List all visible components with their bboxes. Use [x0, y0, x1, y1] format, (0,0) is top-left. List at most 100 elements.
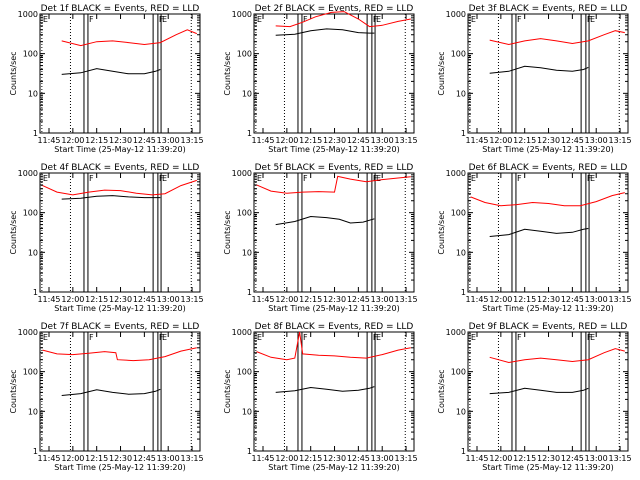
- x-tick-label: 11:45: [251, 136, 274, 145]
- x-axis-label: Start Time (25-May-12 11:39:20): [268, 463, 399, 472]
- plot-frame: [467, 331, 629, 452]
- x-tick-label: 12:15: [513, 136, 536, 145]
- y-axis-label: Counts/sec: [223, 369, 232, 413]
- y-tick-label: 100: [451, 50, 466, 59]
- panel-title: Det 2f BLACK = Events, RED = LLD: [255, 4, 414, 14]
- plot-frame: [253, 172, 415, 293]
- event-marker-label: E: [376, 333, 381, 342]
- x-tick-label: 12:45: [347, 454, 370, 463]
- x-tick-label: 13:00: [371, 295, 394, 304]
- x-tick-label: 12:15: [85, 454, 108, 463]
- x-tick-label: 13:00: [157, 136, 180, 145]
- y-tick-label: 1000: [18, 10, 38, 19]
- detector-panel: Det 1f BLACK = Events, RED = LLD 1 10 100 10…: [9, 4, 204, 154]
- x-tick-label: 12:45: [133, 136, 156, 145]
- x-tick-label: 13:00: [157, 295, 180, 304]
- y-tick-label: 1: [33, 288, 38, 297]
- events-series-line: [275, 28, 375, 36]
- y-tick-label: 1000: [18, 328, 38, 337]
- y-tick-label: 10: [242, 89, 252, 98]
- event-marker-label: E: [376, 15, 381, 24]
- lld-series-line: [489, 30, 625, 46]
- plot-frame: [39, 172, 201, 293]
- event-marker-label: E: [590, 15, 595, 24]
- event-marker-label: E: [471, 15, 476, 24]
- x-tick-label: 12:30: [109, 454, 132, 463]
- x-tick-label: 13:15: [395, 454, 418, 463]
- x-axis-label: Start Time (25-May-12 11:39:20): [482, 304, 613, 313]
- y-tick-label: 10: [456, 248, 466, 257]
- event-marker-label: E: [590, 174, 595, 183]
- x-tick-label: 12:30: [537, 295, 560, 304]
- events-series-line: [489, 228, 589, 237]
- x-tick-label: 13:15: [395, 136, 418, 145]
- event-marker-label: F: [89, 15, 94, 24]
- x-tick-label: 13:00: [585, 295, 608, 304]
- y-axis-label: Counts/sec: [9, 369, 18, 413]
- y-tick-label: 100: [237, 50, 252, 59]
- y-tick-label: 1: [461, 129, 466, 138]
- x-tick-label: 11:45: [465, 136, 488, 145]
- lld-series-line: [42, 179, 197, 196]
- event-marker-label: F: [303, 15, 308, 24]
- x-tick-label: 13:15: [609, 136, 632, 145]
- x-axis-label: Start Time (25-May-12 11:39:20): [268, 304, 399, 313]
- x-tick-label: 12:30: [537, 136, 560, 145]
- events-series-line: [275, 386, 375, 393]
- event-marker-label: E: [162, 15, 167, 24]
- x-tick-label: 12:30: [109, 295, 132, 304]
- events-series-line: [61, 68, 161, 75]
- y-tick-label: 1: [33, 447, 38, 456]
- y-tick-label: 1000: [446, 328, 466, 337]
- panel-title: Det 6f BLACK = Events, RED = LLD: [469, 163, 628, 173]
- y-tick-label: 10: [242, 407, 252, 416]
- panel-title: Det 1f BLACK = Events, RED = LLD: [41, 4, 200, 14]
- detector-panel: Det 6f BLACK = Events, RED = LLD 1 10 100 10…: [437, 163, 632, 313]
- y-tick-label: 1: [461, 288, 466, 297]
- detector-panel: Det 5f BLACK = Events, RED = LLD 1 10 100 10…: [223, 163, 418, 313]
- x-axis-label: Start Time (25-May-12 11:39:20): [268, 145, 399, 154]
- y-axis-label: Counts/sec: [437, 369, 446, 413]
- x-tick-label: 11:45: [251, 295, 274, 304]
- event-marker-label: E: [162, 333, 167, 342]
- x-tick-label: 12:00: [275, 295, 298, 304]
- y-tick-label: 10: [456, 89, 466, 98]
- x-tick-label: 11:45: [251, 454, 274, 463]
- x-axis-label: Start Time (25-May-12 11:39:20): [54, 304, 185, 313]
- x-tick-label: 11:45: [465, 295, 488, 304]
- plot-frame: [467, 172, 629, 293]
- x-tick-label: 12:45: [561, 295, 584, 304]
- panel-title: Det 4f BLACK = Events, RED = LLD: [41, 163, 200, 173]
- events-series-line: [489, 387, 589, 395]
- x-tick-label: 12:30: [323, 295, 346, 304]
- events-series-line: [489, 65, 589, 74]
- x-tick-label: 13:00: [585, 454, 608, 463]
- y-tick-label: 100: [451, 209, 466, 218]
- lld-series-line: [489, 348, 625, 364]
- event-marker-label: E: [471, 174, 476, 183]
- plot-frame: [253, 331, 415, 452]
- panel-title: Det 7f BLACK = Events, RED = LLD: [41, 322, 200, 332]
- panel-title: Det 5f BLACK = Events, RED = LLD: [255, 163, 414, 173]
- x-tick-label: 11:45: [37, 136, 60, 145]
- detector-panel: Det 4f BLACK = Events, RED = LLD 1 10 100 10…: [9, 163, 204, 313]
- x-tick-label: 12:15: [85, 295, 108, 304]
- x-tick-label: 12:00: [61, 136, 84, 145]
- x-tick-label: 13:15: [395, 295, 418, 304]
- x-tick-label: 11:45: [465, 454, 488, 463]
- y-tick-label: 1000: [232, 10, 252, 19]
- plot-frame: [467, 13, 629, 134]
- plot-frame: [253, 13, 415, 134]
- y-tick-label: 100: [23, 368, 38, 377]
- x-axis-label: Start Time (25-May-12 11:39:20): [54, 463, 185, 472]
- x-tick-label: 12:30: [323, 136, 346, 145]
- x-tick-label: 13:15: [181, 295, 204, 304]
- event-marker-label: F: [517, 174, 522, 183]
- detector-panel: Det 8f BLACK = Events, RED = LLD 1 10 100 10…: [223, 322, 418, 472]
- x-tick-label: 13:00: [371, 454, 394, 463]
- y-tick-label: 1: [33, 129, 38, 138]
- event-marker-label: F: [303, 333, 308, 342]
- x-axis-label: Start Time (25-May-12 11:39:20): [482, 145, 613, 154]
- y-tick-label: 1: [247, 288, 252, 297]
- event-marker-label: E: [43, 174, 48, 183]
